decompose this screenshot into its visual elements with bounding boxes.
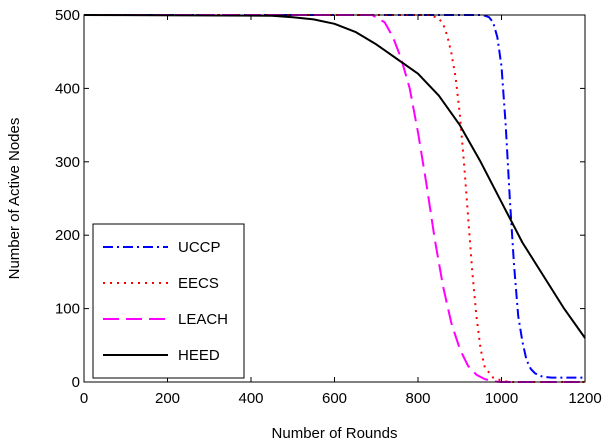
x-tick-label: 600 bbox=[322, 390, 347, 407]
y-axis-label: Number of Active Nodes bbox=[6, 118, 23, 280]
series-layer bbox=[83, 14, 586, 383]
series-line-leach bbox=[84, 14, 585, 383]
legend: UCCP EECS LEACH HEED bbox=[92, 223, 245, 379]
legend-label-leach: LEACH bbox=[178, 311, 228, 328]
legend-box bbox=[92, 223, 245, 379]
y-tick-label: 100 bbox=[55, 301, 80, 318]
legend-label-uccp: UCCP bbox=[178, 239, 221, 256]
series-line-heed bbox=[83, 14, 586, 339]
x-tick-label: 1000 bbox=[485, 390, 518, 407]
legend-label-heed: HEED bbox=[178, 347, 220, 364]
x-tick-label: 200 bbox=[155, 390, 180, 407]
x-axis-label: Number of Rounds bbox=[272, 425, 398, 442]
x-tick-label: 800 bbox=[405, 390, 430, 407]
y-tick-label: 300 bbox=[55, 154, 80, 171]
y-tick-label: 400 bbox=[55, 80, 80, 97]
x-tick-label: 1200 bbox=[568, 390, 601, 407]
y-tick-label: 0 bbox=[72, 374, 80, 391]
series-line-uccp bbox=[84, 14, 585, 379]
x-tick-label: 400 bbox=[238, 390, 263, 407]
y-tick-label: 500 bbox=[55, 7, 80, 24]
x-tick-label: 0 bbox=[80, 390, 88, 407]
legend-label-eecs: EECS bbox=[178, 275, 219, 292]
y-tick-label: 200 bbox=[55, 227, 80, 244]
ticks-layer: 0 200 400 600 800 1000 1200 0 100 200 300 400 500 bbox=[55, 7, 602, 407]
